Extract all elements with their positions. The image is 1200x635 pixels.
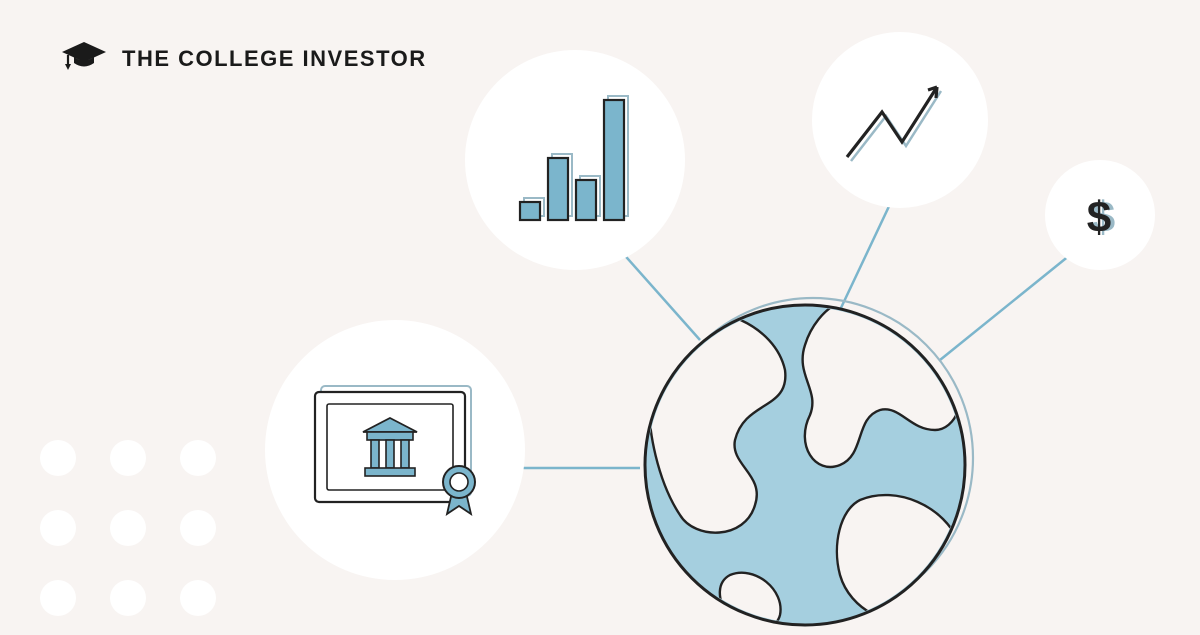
brand-logo: THE COLLEGE INVESTOR bbox=[60, 40, 427, 77]
svg-text:$: $ bbox=[1087, 193, 1111, 242]
bar-chart-icon bbox=[465, 50, 685, 270]
globe-illustration bbox=[635, 290, 975, 630]
grad-cap-icon bbox=[60, 40, 108, 77]
dollar-icon: $ $ bbox=[1045, 160, 1155, 270]
dot bbox=[110, 440, 146, 476]
brand-name: THE COLLEGE INVESTOR bbox=[122, 46, 427, 72]
certificate-icon bbox=[265, 320, 525, 580]
dot bbox=[180, 440, 216, 476]
dot bbox=[40, 580, 76, 616]
dot bbox=[40, 440, 76, 476]
dot bbox=[180, 510, 216, 546]
trend-arrow-bubble bbox=[812, 32, 988, 208]
dot bbox=[110, 510, 146, 546]
decorative-dot-grid bbox=[40, 440, 216, 616]
dot bbox=[40, 510, 76, 546]
trend-arrow-icon bbox=[812, 32, 988, 208]
bar-chart-bubble bbox=[465, 50, 685, 270]
certificate-bubble bbox=[265, 320, 525, 580]
dot bbox=[180, 580, 216, 616]
globe-icon bbox=[635, 290, 975, 630]
dot bbox=[110, 580, 146, 616]
dollar-bubble: $ $ bbox=[1045, 160, 1155, 270]
